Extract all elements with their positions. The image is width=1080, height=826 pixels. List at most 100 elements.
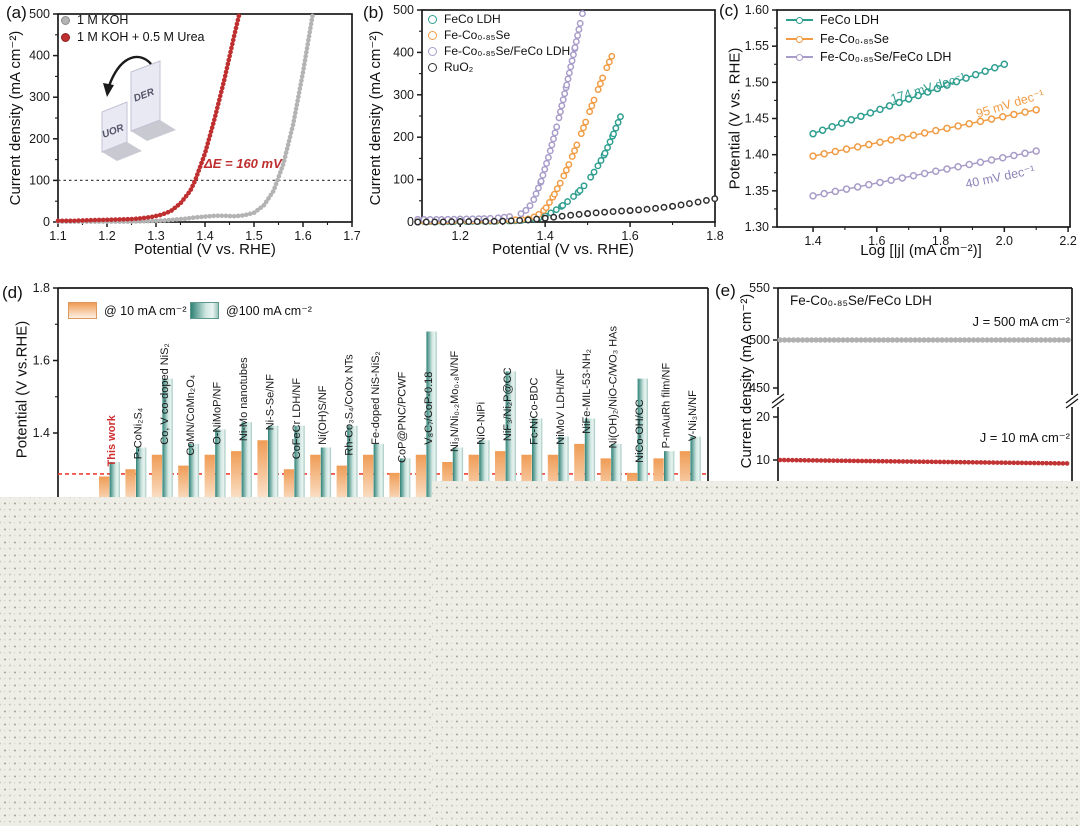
panel-a-chart: 1.1 1.2 1.3 1.4 1.5 1.6 1.7 0 100 200 300 400 500 — [29, 7, 361, 243]
bar-label: Fe-doped NiS-NiS₂ — [370, 351, 382, 445]
bar-10ma — [336, 465, 347, 510]
svg-text:1.4: 1.4 — [536, 229, 553, 243]
legend-a-koh: 1 M KOH — [61, 13, 128, 27]
bar-label: NiF₃/Ni₂P@CC — [502, 367, 514, 441]
bar-100ma — [426, 331, 437, 510]
legend-c-row2: Fe-Co₀.₈₅Se — [786, 32, 889, 46]
svg-text:450: 450 — [749, 381, 770, 395]
bar-10ma — [363, 454, 374, 510]
bar-10ma — [151, 454, 163, 510]
svg-text:0: 0 — [407, 215, 414, 229]
svg-text:1.2: 1.2 — [452, 229, 469, 243]
legend-c-row1: FeCo LDH — [786, 13, 879, 27]
bar-100ma — [162, 378, 173, 510]
svg-text:1.4: 1.4 — [804, 234, 821, 248]
series-0 — [809, 60, 1009, 138]
svg-text:550: 550 — [749, 281, 770, 295]
svg-text:500: 500 — [393, 3, 414, 17]
legend-a-koh-label: 1 M KOH — [77, 13, 129, 27]
svg-text:500: 500 — [749, 333, 770, 347]
bar-label: Ni-S-Se/NF — [264, 374, 276, 431]
bar-label: O-NiMoP/NF — [212, 382, 224, 445]
svg-text:400: 400 — [29, 49, 50, 63]
bar-100ma — [637, 378, 648, 510]
series-bead-line — [55, 11, 316, 224]
svg-text:400: 400 — [393, 45, 414, 59]
halftone-background-left — [0, 497, 432, 826]
bar-100ma — [505, 371, 516, 510]
bar-10ma — [679, 451, 691, 510]
svg-text:1.5: 1.5 — [245, 229, 262, 243]
bar-10ma — [257, 440, 268, 510]
bar-100ma — [241, 422, 252, 510]
bar-label: NiMoV LDH/NF — [555, 369, 567, 445]
koh-marker-icon — [61, 15, 70, 25]
bar-label: P-mAuRh film/NF — [660, 363, 672, 449]
j500-label: J = 500 mA cm⁻² — [972, 314, 1070, 329]
panel-c-letter: (c) — [719, 1, 739, 20]
arrowhead-icon — [103, 83, 114, 97]
svg-text:200: 200 — [29, 132, 50, 146]
panel-e-letter: (e) — [715, 281, 736, 300]
bar-label: This work — [106, 414, 118, 466]
panel-a-ylabel: Current density (mA cm⁻²) — [7, 30, 24, 206]
series-0 — [55, 11, 316, 224]
panel-e-ylabel: Current density (mA cm⁻²) — [738, 293, 755, 469]
svg-text:500: 500 — [29, 7, 50, 21]
bar-100ma — [188, 443, 200, 510]
svg-text:1.6: 1.6 — [33, 354, 50, 368]
legend-b-row3: Fe-Co₀.₈₅Se/FeCo LDH — [428, 44, 570, 58]
series — [777, 337, 1074, 466]
bar-10ma — [204, 454, 215, 510]
svg-text:1.30: 1.30 — [745, 220, 769, 234]
bar-label: NiO-NiPi — [476, 402, 488, 445]
bar-100ma — [479, 440, 490, 510]
svg-text:1.1: 1.1 — [49, 229, 66, 243]
panel-c-ylabel: Potential (V vs. RHE) — [726, 47, 744, 190]
svg-text:1.6: 1.6 — [868, 234, 885, 248]
svg-text:1.2: 1.2 — [98, 229, 115, 243]
svg-text:1.6: 1.6 — [294, 229, 311, 243]
uor-panel — [101, 101, 128, 153]
bar-100ma — [347, 425, 358, 510]
bar-100ma — [215, 429, 226, 510]
bar-10ma — [125, 469, 136, 510]
halftone-background-right — [432, 481, 1080, 826]
axes: 550 500 450 20 10 — [749, 281, 1079, 510]
svg-text:2.2: 2.2 — [1059, 234, 1076, 248]
panel-a-letter: (a) — [6, 3, 27, 22]
panel-b-ylabel: Current density (mA cm⁻²) — [367, 30, 384, 206]
bar-10ma — [389, 472, 400, 510]
bar-label: CoFeCr LDH/NF — [291, 378, 303, 460]
bar-label: Co, V co-doped NiS₂ — [159, 343, 171, 445]
svg-text:1.8: 1.8 — [932, 234, 949, 248]
series-1 — [414, 52, 616, 225]
bar-100ma — [452, 447, 464, 510]
bar-10ma — [415, 454, 427, 510]
svg-text:100: 100 — [393, 173, 414, 187]
bar-10ma — [283, 469, 295, 510]
bar-100ma — [136, 447, 147, 510]
svg-text:1.4: 1.4 — [33, 426, 50, 440]
der-panel-shadow — [131, 120, 176, 141]
j10-label: J = 10 mA cm⁻² — [979, 430, 1070, 445]
bar-label: Ni-Mo nanotubes — [238, 357, 250, 441]
axes: 1.4 1.6 1.8 2.0 2.2 1.30 1.35 1.40 1.45 1.50 1.55 1… — [745, 3, 1077, 248]
svg-text:1.40: 1.40 — [745, 148, 769, 162]
svg-text:1.8: 1.8 — [33, 281, 50, 295]
ruo2-marker-icon — [428, 62, 437, 72]
panel-a-inset: UOR DER — [101, 55, 176, 161]
panel-a-xlabel: Potential (V vs. RHE) — [134, 241, 276, 258]
svg-text:1.4: 1.4 — [196, 229, 213, 243]
svg-text:1.60: 1.60 — [745, 3, 769, 17]
fecose-marker-icon — [428, 30, 437, 40]
svg-text:1.7: 1.7 — [343, 229, 360, 243]
bar-100ma — [294, 425, 305, 510]
bar-100ma — [611, 443, 622, 510]
swatch-10ma-icon — [68, 302, 97, 319]
series-2 — [809, 147, 1040, 200]
bar-label: Ni(OH)S/NF — [317, 385, 329, 445]
bar-label: NiCo-OH/CC — [634, 399, 646, 463]
svg-text:100: 100 — [29, 173, 50, 187]
